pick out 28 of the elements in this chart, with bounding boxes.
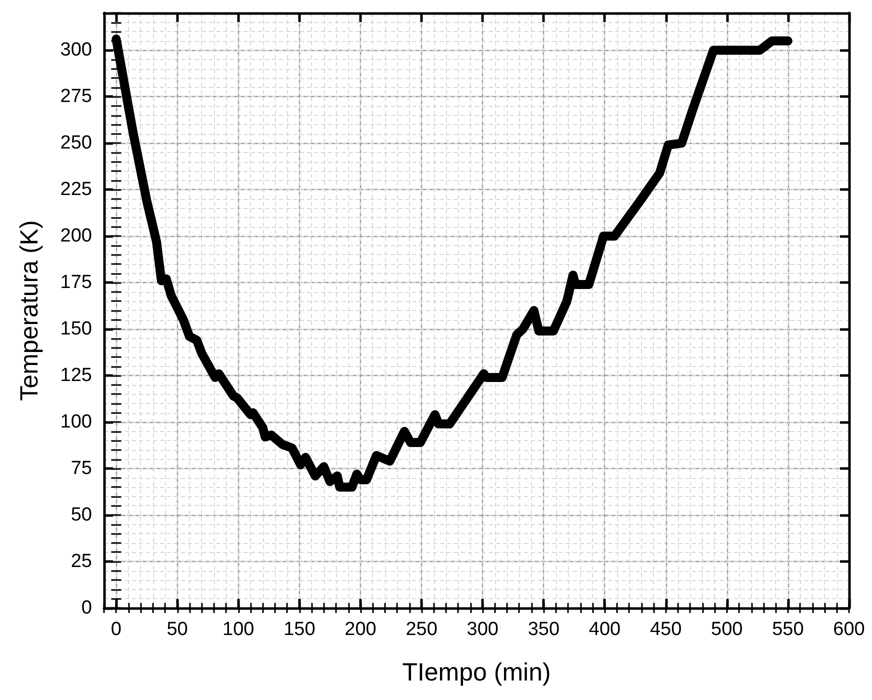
x-tick-label: 250 xyxy=(406,619,438,640)
y-tick-label: 100 xyxy=(60,412,92,433)
x-tick-label: 500 xyxy=(711,619,743,640)
x-tick-label: 50 xyxy=(166,619,188,640)
x-tick-label: 350 xyxy=(528,619,560,640)
x-tick-label: 200 xyxy=(344,619,376,640)
y-tick-label: 275 xyxy=(60,86,92,108)
y-tick-label: 175 xyxy=(60,272,92,294)
y-axis-title: Temperatura (K) xyxy=(16,220,44,401)
x-tick-label: 0 xyxy=(110,619,122,640)
y-tick-label: 50 xyxy=(70,504,92,526)
y-tick-label: 25 xyxy=(70,551,92,572)
y-tick-label: 225 xyxy=(60,179,92,200)
x-tick-label: 300 xyxy=(466,619,498,640)
y-tick-label: 200 xyxy=(60,226,92,247)
x-tick-label: 100 xyxy=(222,619,254,640)
y-tick-label: 300 xyxy=(60,40,92,61)
y-tick-label: 150 xyxy=(60,318,92,340)
x-tick-label: 450 xyxy=(650,619,682,640)
x-tick-label: 600 xyxy=(833,619,865,640)
x-tick-label: 550 xyxy=(772,619,804,640)
x-tick-label: 400 xyxy=(588,619,621,640)
y-tick-label: 250 xyxy=(60,132,92,154)
y-tick-label: 125 xyxy=(60,365,92,386)
y-tick-label: 0 xyxy=(81,598,92,618)
x-tick-label: 150 xyxy=(284,619,316,640)
x-axis-title: TIempo (min) xyxy=(402,658,551,686)
y-tick-label: 75 xyxy=(70,458,92,480)
